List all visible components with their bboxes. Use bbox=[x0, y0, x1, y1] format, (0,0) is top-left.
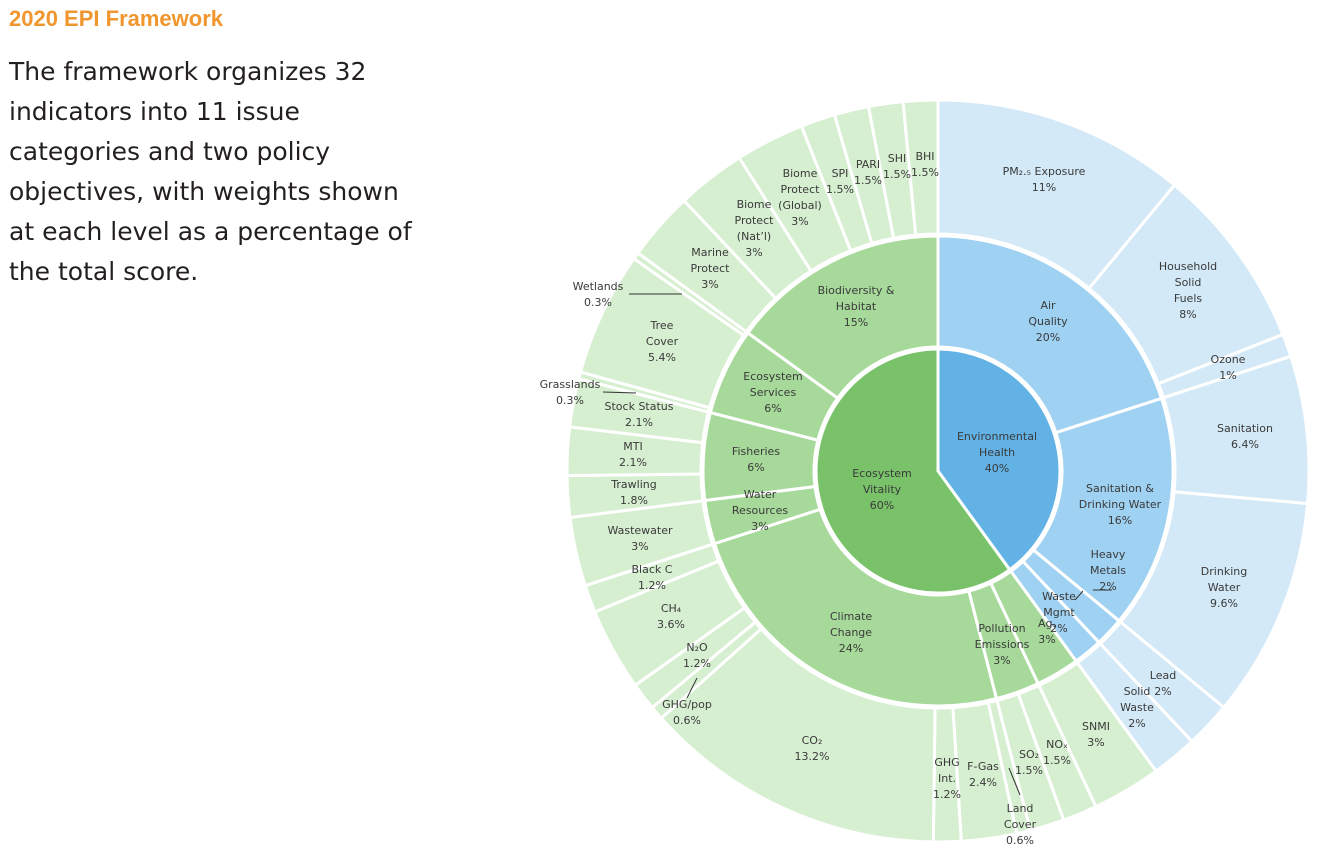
grasslands-leader bbox=[602, 391, 637, 394]
so2-label: SO₂ 1.5% bbox=[1015, 748, 1043, 777]
climate-change-label: Climate Change 24% bbox=[830, 610, 873, 655]
stock-status-label: Stock Status 2.1% bbox=[605, 400, 674, 429]
ghg-pop-leader bbox=[686, 677, 698, 699]
tree-cover-label: Tree Cover 5.4% bbox=[646, 319, 679, 364]
water-resources-label: Water Resources 3% bbox=[732, 488, 788, 533]
ag-label: Ag. 3% bbox=[1038, 617, 1056, 646]
environmental-health-segment bbox=[936, 347, 1062, 572]
ecosystem-services-label: Ecosystem Services 6% bbox=[743, 370, 803, 415]
climate-change-segment bbox=[712, 507, 999, 708]
ecosystem-vitality-label: Ecosystem Vitality 60% bbox=[852, 467, 912, 512]
wastewater-label: Wastewater 3% bbox=[607, 524, 673, 553]
wetlands-label: Wetlands 0.3% bbox=[573, 280, 624, 309]
heavy-metals-label: Heavy Metals 2% bbox=[1090, 548, 1126, 593]
nox-label: NOₓ 1.5% bbox=[1043, 738, 1071, 767]
pari-label: PARI 1.5% bbox=[854, 158, 882, 187]
sanitation-drinking-water-label: Sanitation & Drinking Water 16% bbox=[1079, 482, 1162, 527]
biome-protect-global-label: Biome Protect (Global) 3% bbox=[778, 167, 822, 228]
waste-mgmt-label: Waste Mgmt 2% bbox=[1042, 590, 1076, 635]
page-title: 2020 EPI Framework bbox=[9, 6, 224, 31]
sanitation-label: Sanitation 6.4% bbox=[1217, 422, 1273, 451]
land-cover-label: Land Cover 0.6% bbox=[1004, 802, 1037, 847]
pm2-5-exposure-label: PM₂.₅ Exposure 11% bbox=[1003, 165, 1086, 194]
shi-label: SHI 1.5% bbox=[883, 152, 911, 181]
black-c-label: Black C 1.2% bbox=[632, 563, 673, 592]
marine-protect-label: Marine Protect 3% bbox=[691, 246, 731, 291]
biodiversity-habitat-label: Biodiversity & Habitat 15% bbox=[818, 284, 895, 329]
snmi-label: SNMI 3% bbox=[1082, 720, 1110, 749]
fisheries-label: Fisheries 6% bbox=[732, 445, 780, 474]
drinking-water-label: Drinking Water 9.6% bbox=[1201, 565, 1247, 610]
environmental-health-label: Environmental Health 40% bbox=[957, 430, 1037, 475]
ozone-label: Ozone 1% bbox=[1211, 353, 1246, 382]
lead-label: Lead 2% bbox=[1150, 669, 1176, 698]
sanitation-drinking-water-segment bbox=[1031, 396, 1175, 623]
n2o-label: N₂O 1.2% bbox=[683, 641, 711, 670]
f-gas-label: F-Gas 2.4% bbox=[967, 760, 999, 789]
trawling-label: Trawling 1.8% bbox=[610, 478, 656, 507]
framework-description: The framework organizes 32 indicators in… bbox=[9, 57, 412, 286]
biome-protect-nat-l-label: Biome Protect (Nat’l) 3% bbox=[735, 198, 775, 259]
pollution-emissions-label: Pollution Emissions 3% bbox=[975, 622, 1030, 667]
waste-mgmt-leader bbox=[1074, 590, 1084, 601]
ghg-int-label: GHG Int. 1.2% bbox=[933, 756, 961, 801]
bhi-label: BHI 1.5% bbox=[911, 150, 939, 179]
spi-label: SPI 1.5% bbox=[826, 167, 854, 196]
co2-label: CO₂ 13.2% bbox=[795, 734, 830, 763]
solid-waste-label: Solid Waste 2% bbox=[1120, 685, 1154, 730]
grasslands-label: Grasslands 0.3% bbox=[540, 378, 601, 407]
land-cover-leader bbox=[1008, 767, 1021, 796]
biodiversity-habitat-segment bbox=[745, 234, 940, 401]
air-quality-label: Air Quality 20% bbox=[1028, 299, 1068, 344]
ch4-label: CH₄ 3.6% bbox=[657, 602, 685, 631]
ghg-pop-label: GHG/pop 0.6% bbox=[662, 698, 712, 727]
ecosystem-vitality-segment bbox=[814, 347, 1012, 595]
air-quality-segment bbox=[936, 234, 1164, 435]
bhi-segment bbox=[901, 98, 940, 237]
household-solid-fuels-label: Household Solid Fuels 8% bbox=[1159, 260, 1217, 321]
mti-label: MTI 2.1% bbox=[619, 440, 647, 469]
